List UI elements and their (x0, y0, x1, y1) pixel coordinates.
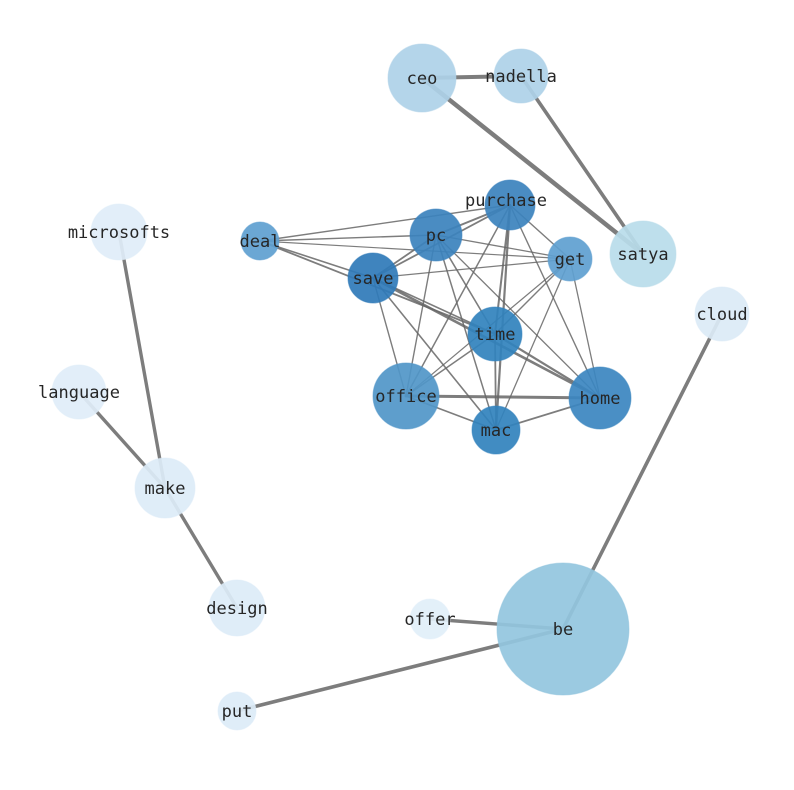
graph-node-deal[interactable] (240, 221, 280, 261)
graph-node-mac[interactable] (471, 405, 521, 455)
graph-node-label-office: office (375, 387, 436, 407)
graph-node-put[interactable] (217, 691, 257, 731)
graph-edge (259, 204, 511, 242)
graph-edge (259, 234, 437, 242)
graph-node-label-language: language (38, 383, 120, 403)
graph-node-nadella[interactable] (493, 48, 549, 104)
node-layer (51, 43, 750, 731)
graph-node-make[interactable] (134, 457, 196, 519)
graph-edge (509, 204, 601, 399)
graph-node-time[interactable] (467, 306, 523, 362)
graph-node-label-mac: mac (481, 421, 512, 441)
graph-node-language[interactable] (51, 364, 107, 420)
graph-node-label-put: put (222, 702, 253, 722)
graph-node-office[interactable] (372, 362, 440, 430)
graph-node-label-deal: deal (240, 232, 281, 252)
graph-edge (419, 75, 646, 257)
graph-node-label-offer: offer (404, 610, 455, 630)
graph-node-label-design: design (206, 599, 267, 619)
graph-node-label-be: be (553, 620, 573, 640)
graph-edge (372, 258, 571, 279)
graph-node-microsofts[interactable] (90, 203, 148, 261)
graph-edge (405, 204, 511, 397)
graph-node-offer[interactable] (409, 598, 451, 640)
graph-node-label-home: home (580, 389, 621, 409)
graph-edge (495, 258, 571, 431)
graph-node-label-ceo: ceo (407, 69, 438, 89)
graph-node-cloud[interactable] (694, 286, 750, 342)
graph-node-get[interactable] (547, 236, 593, 282)
graph-node-be[interactable] (496, 562, 630, 696)
graph-edge (372, 277, 497, 431)
graph-node-save[interactable] (347, 252, 399, 304)
graph-node-label-purchase: purchase (465, 191, 547, 211)
graph-node-label-nadella: nadella (485, 67, 557, 87)
graph-node-label-pc: pc (426, 226, 446, 246)
graph-node-label-time: time (475, 325, 516, 345)
graph-node-label-cloud: cloud (696, 305, 747, 325)
graph-edge (435, 234, 601, 399)
graph-node-label-make: make (145, 479, 186, 499)
graph-node-purchase[interactable] (484, 179, 536, 231)
graph-node-design[interactable] (208, 579, 266, 637)
graph-edge (519, 74, 645, 256)
graph-edge (117, 230, 167, 490)
graph-node-label-get: get (555, 250, 586, 270)
label-layer: ceo nadella satya purchase pc deal get save time… (38, 67, 748, 722)
graph-node-label-microsofts: microsofts (68, 223, 170, 243)
graph-node-label-save: save (353, 269, 394, 289)
graph-node-pc[interactable] (409, 208, 463, 262)
graph-node-home[interactable] (568, 366, 632, 430)
graph-node-satya[interactable] (609, 220, 677, 288)
graph-node-label-satya: satya (617, 245, 668, 265)
graph-node-ceo[interactable] (387, 43, 457, 113)
